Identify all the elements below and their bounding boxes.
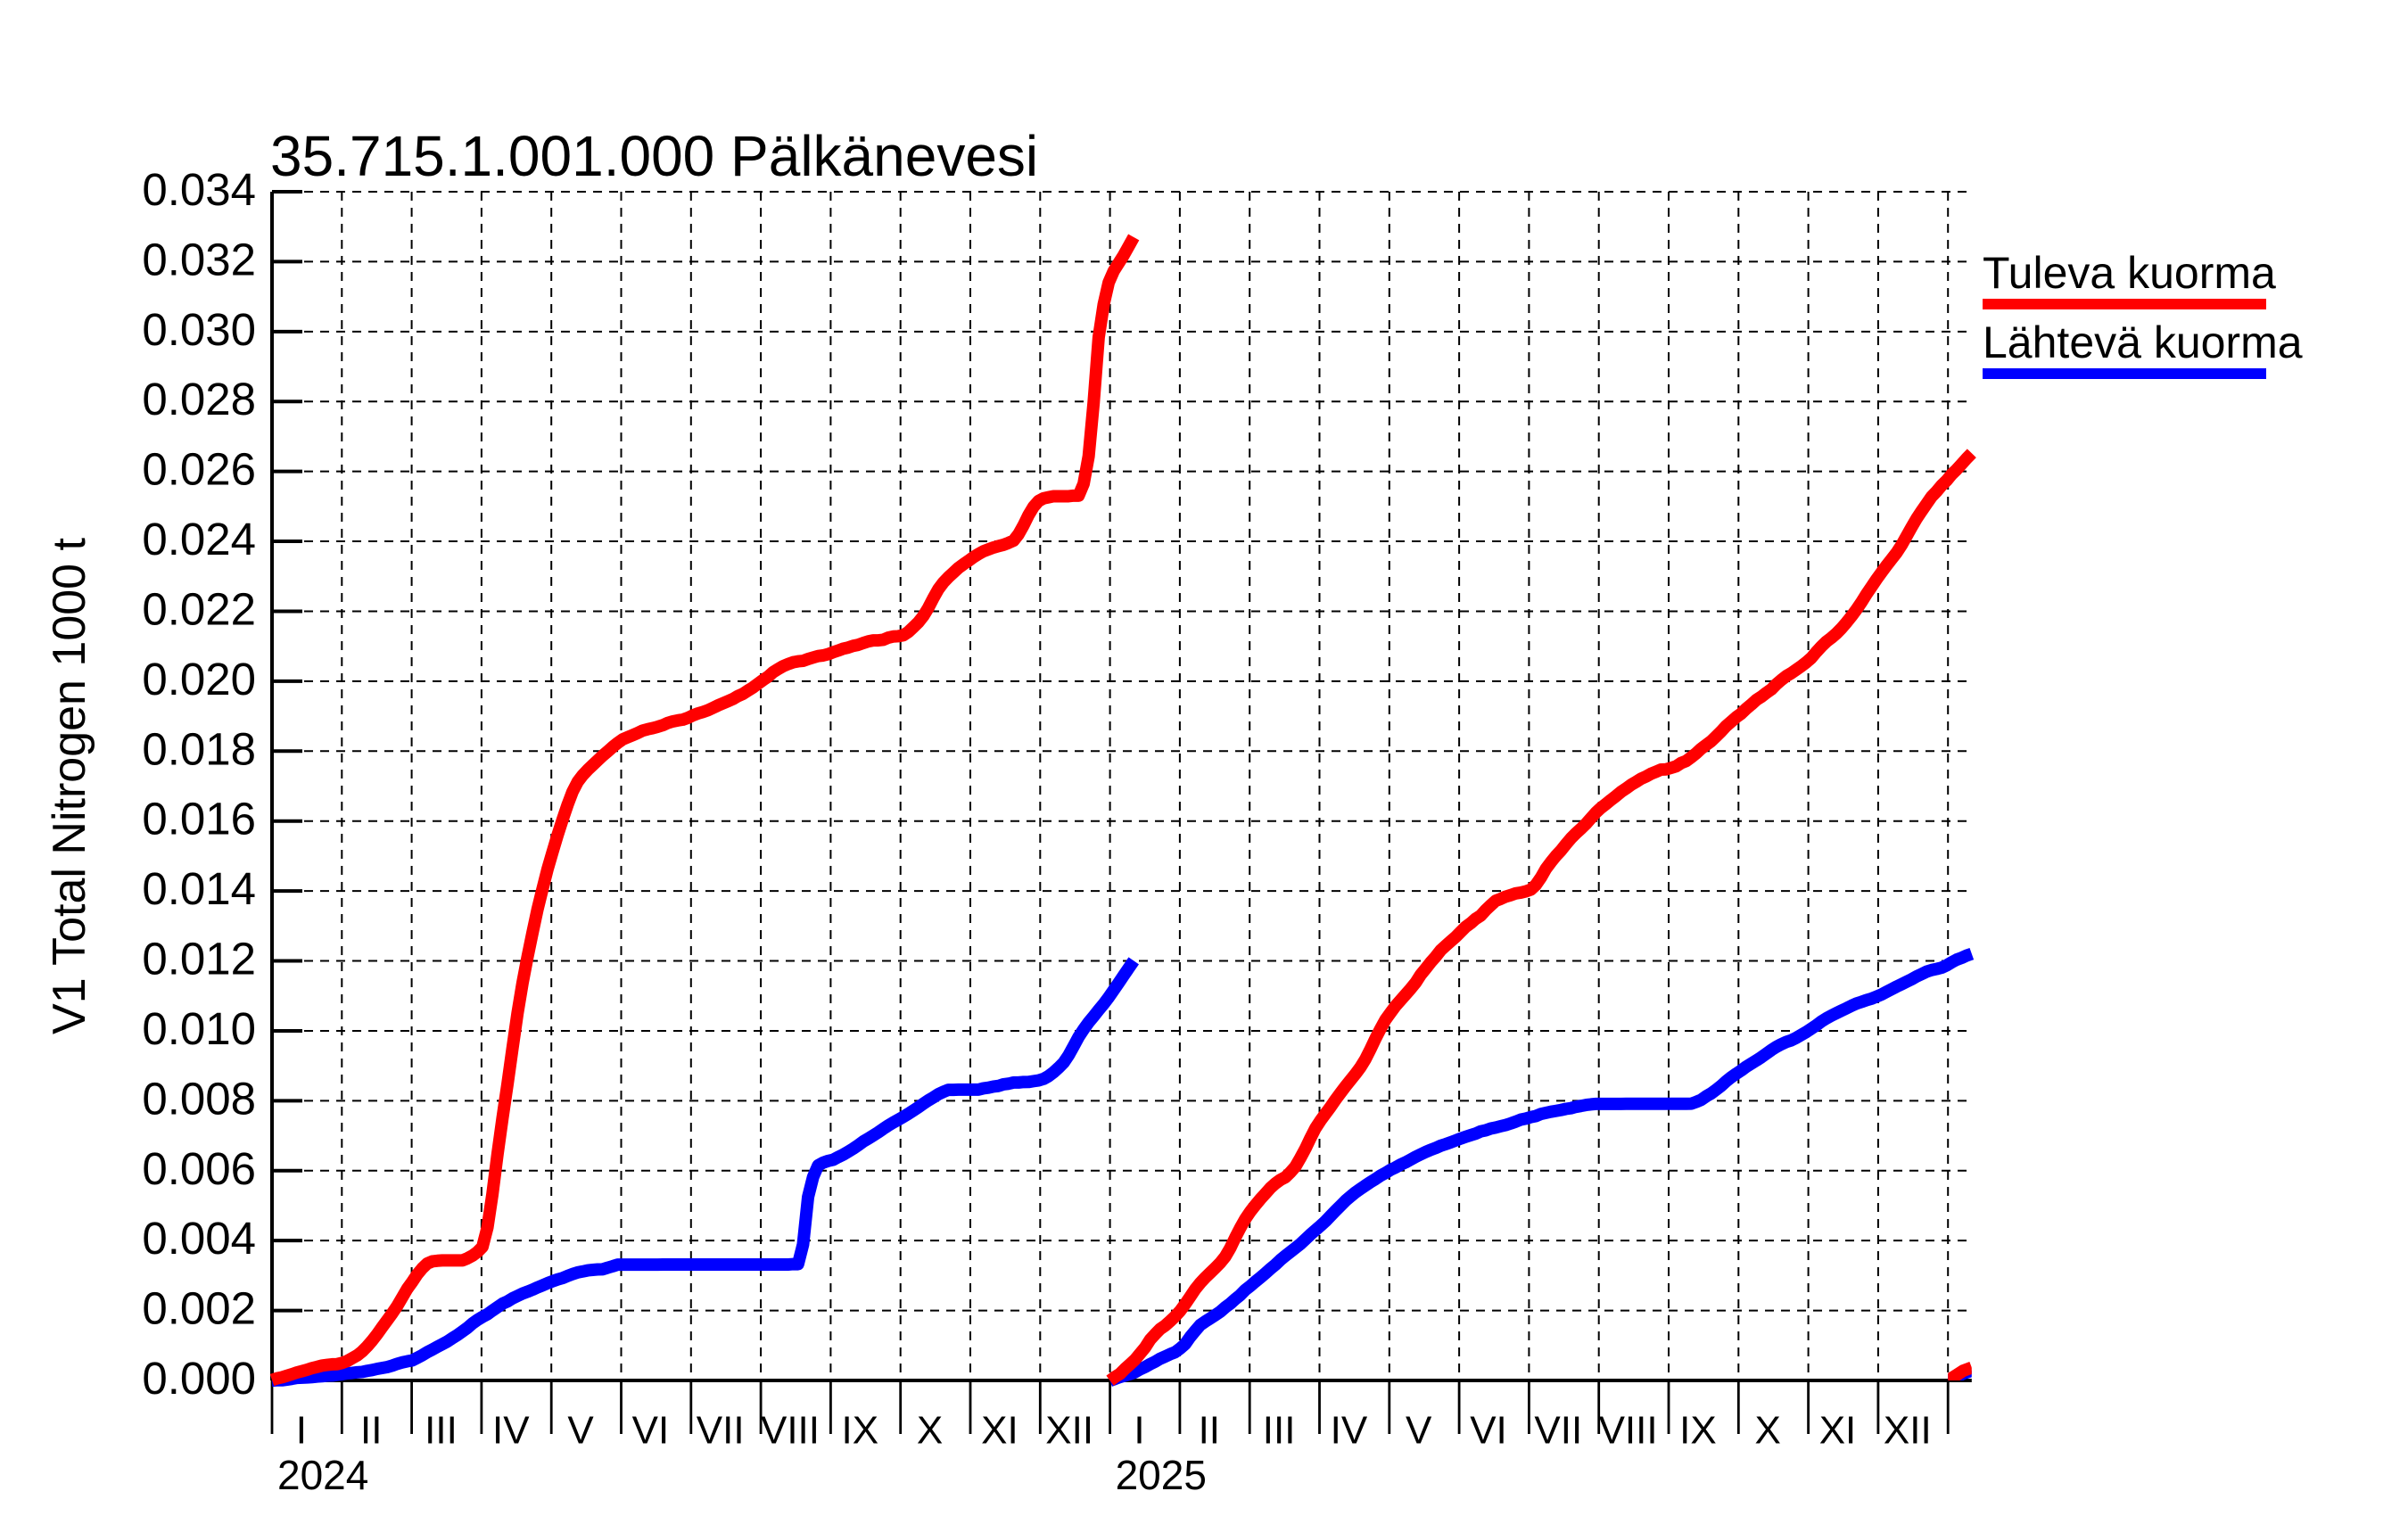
svg-text:0.006: 0.006 [142,1143,256,1194]
svg-text:2025: 2025 [1116,1452,1207,1498]
svg-text:0.020: 0.020 [142,654,256,704]
svg-text:0.034: 0.034 [142,164,256,215]
svg-text:0.032: 0.032 [142,234,256,284]
svg-text:X: X [917,1409,943,1453]
svg-text:V: V [567,1409,594,1453]
svg-text:2024: 2024 [277,1452,368,1498]
svg-text:VI: VI [632,1409,670,1453]
svg-text:XI: XI [981,1409,1018,1453]
svg-text:IX: IX [842,1409,879,1453]
svg-text:0.004: 0.004 [142,1213,256,1264]
svg-text:0.018: 0.018 [142,723,256,774]
svg-text:XI: XI [1819,1409,1857,1453]
svg-text:XII: XII [1884,1409,1932,1453]
svg-text:0.030: 0.030 [142,304,256,355]
svg-text:0.028: 0.028 [142,374,256,424]
svg-text:0.008: 0.008 [142,1073,256,1124]
svg-text:IX: IX [1679,1409,1717,1453]
svg-text:VI: VI [1470,1409,1507,1453]
svg-text:IV: IV [492,1409,530,1453]
svg-text:I: I [1134,1409,1144,1453]
svg-text:V1 Total Nitrogen 1000 t: V1 Total Nitrogen 1000 t [44,537,95,1034]
svg-text:0.016: 0.016 [142,794,256,845]
svg-text:II: II [360,1409,382,1453]
svg-text:0.014: 0.014 [142,863,256,914]
svg-text:II: II [1199,1409,1220,1453]
svg-text:35.715.1.001.000 Pälkänevesi: 35.715.1.001.000 Pälkänevesi [270,124,1038,188]
svg-text:0.024: 0.024 [142,514,256,564]
svg-text:VIII: VIII [1599,1409,1658,1453]
svg-text:III: III [425,1409,458,1453]
svg-text:0.012: 0.012 [142,934,256,985]
svg-text:0.002: 0.002 [142,1283,256,1334]
svg-text:I: I [296,1409,307,1453]
svg-text:XII: XII [1045,1409,1093,1453]
svg-text:0.022: 0.022 [142,584,256,635]
svg-text:X: X [1755,1409,1781,1453]
svg-text:Lähtevä kuorma: Lähtevä kuorma [1983,317,2303,367]
svg-text:0.000: 0.000 [142,1353,256,1404]
svg-text:VII: VII [697,1409,745,1453]
svg-text:VIII: VIII [761,1409,820,1453]
svg-text:VII: VII [1534,1409,1582,1453]
svg-text:III: III [1263,1409,1296,1453]
svg-text:Tuleva kuorma: Tuleva kuorma [1983,248,2276,298]
svg-text:0.026: 0.026 [142,444,256,495]
svg-text:V: V [1406,1409,1432,1453]
svg-text:IV: IV [1331,1409,1368,1453]
svg-text:0.010: 0.010 [142,1003,256,1054]
